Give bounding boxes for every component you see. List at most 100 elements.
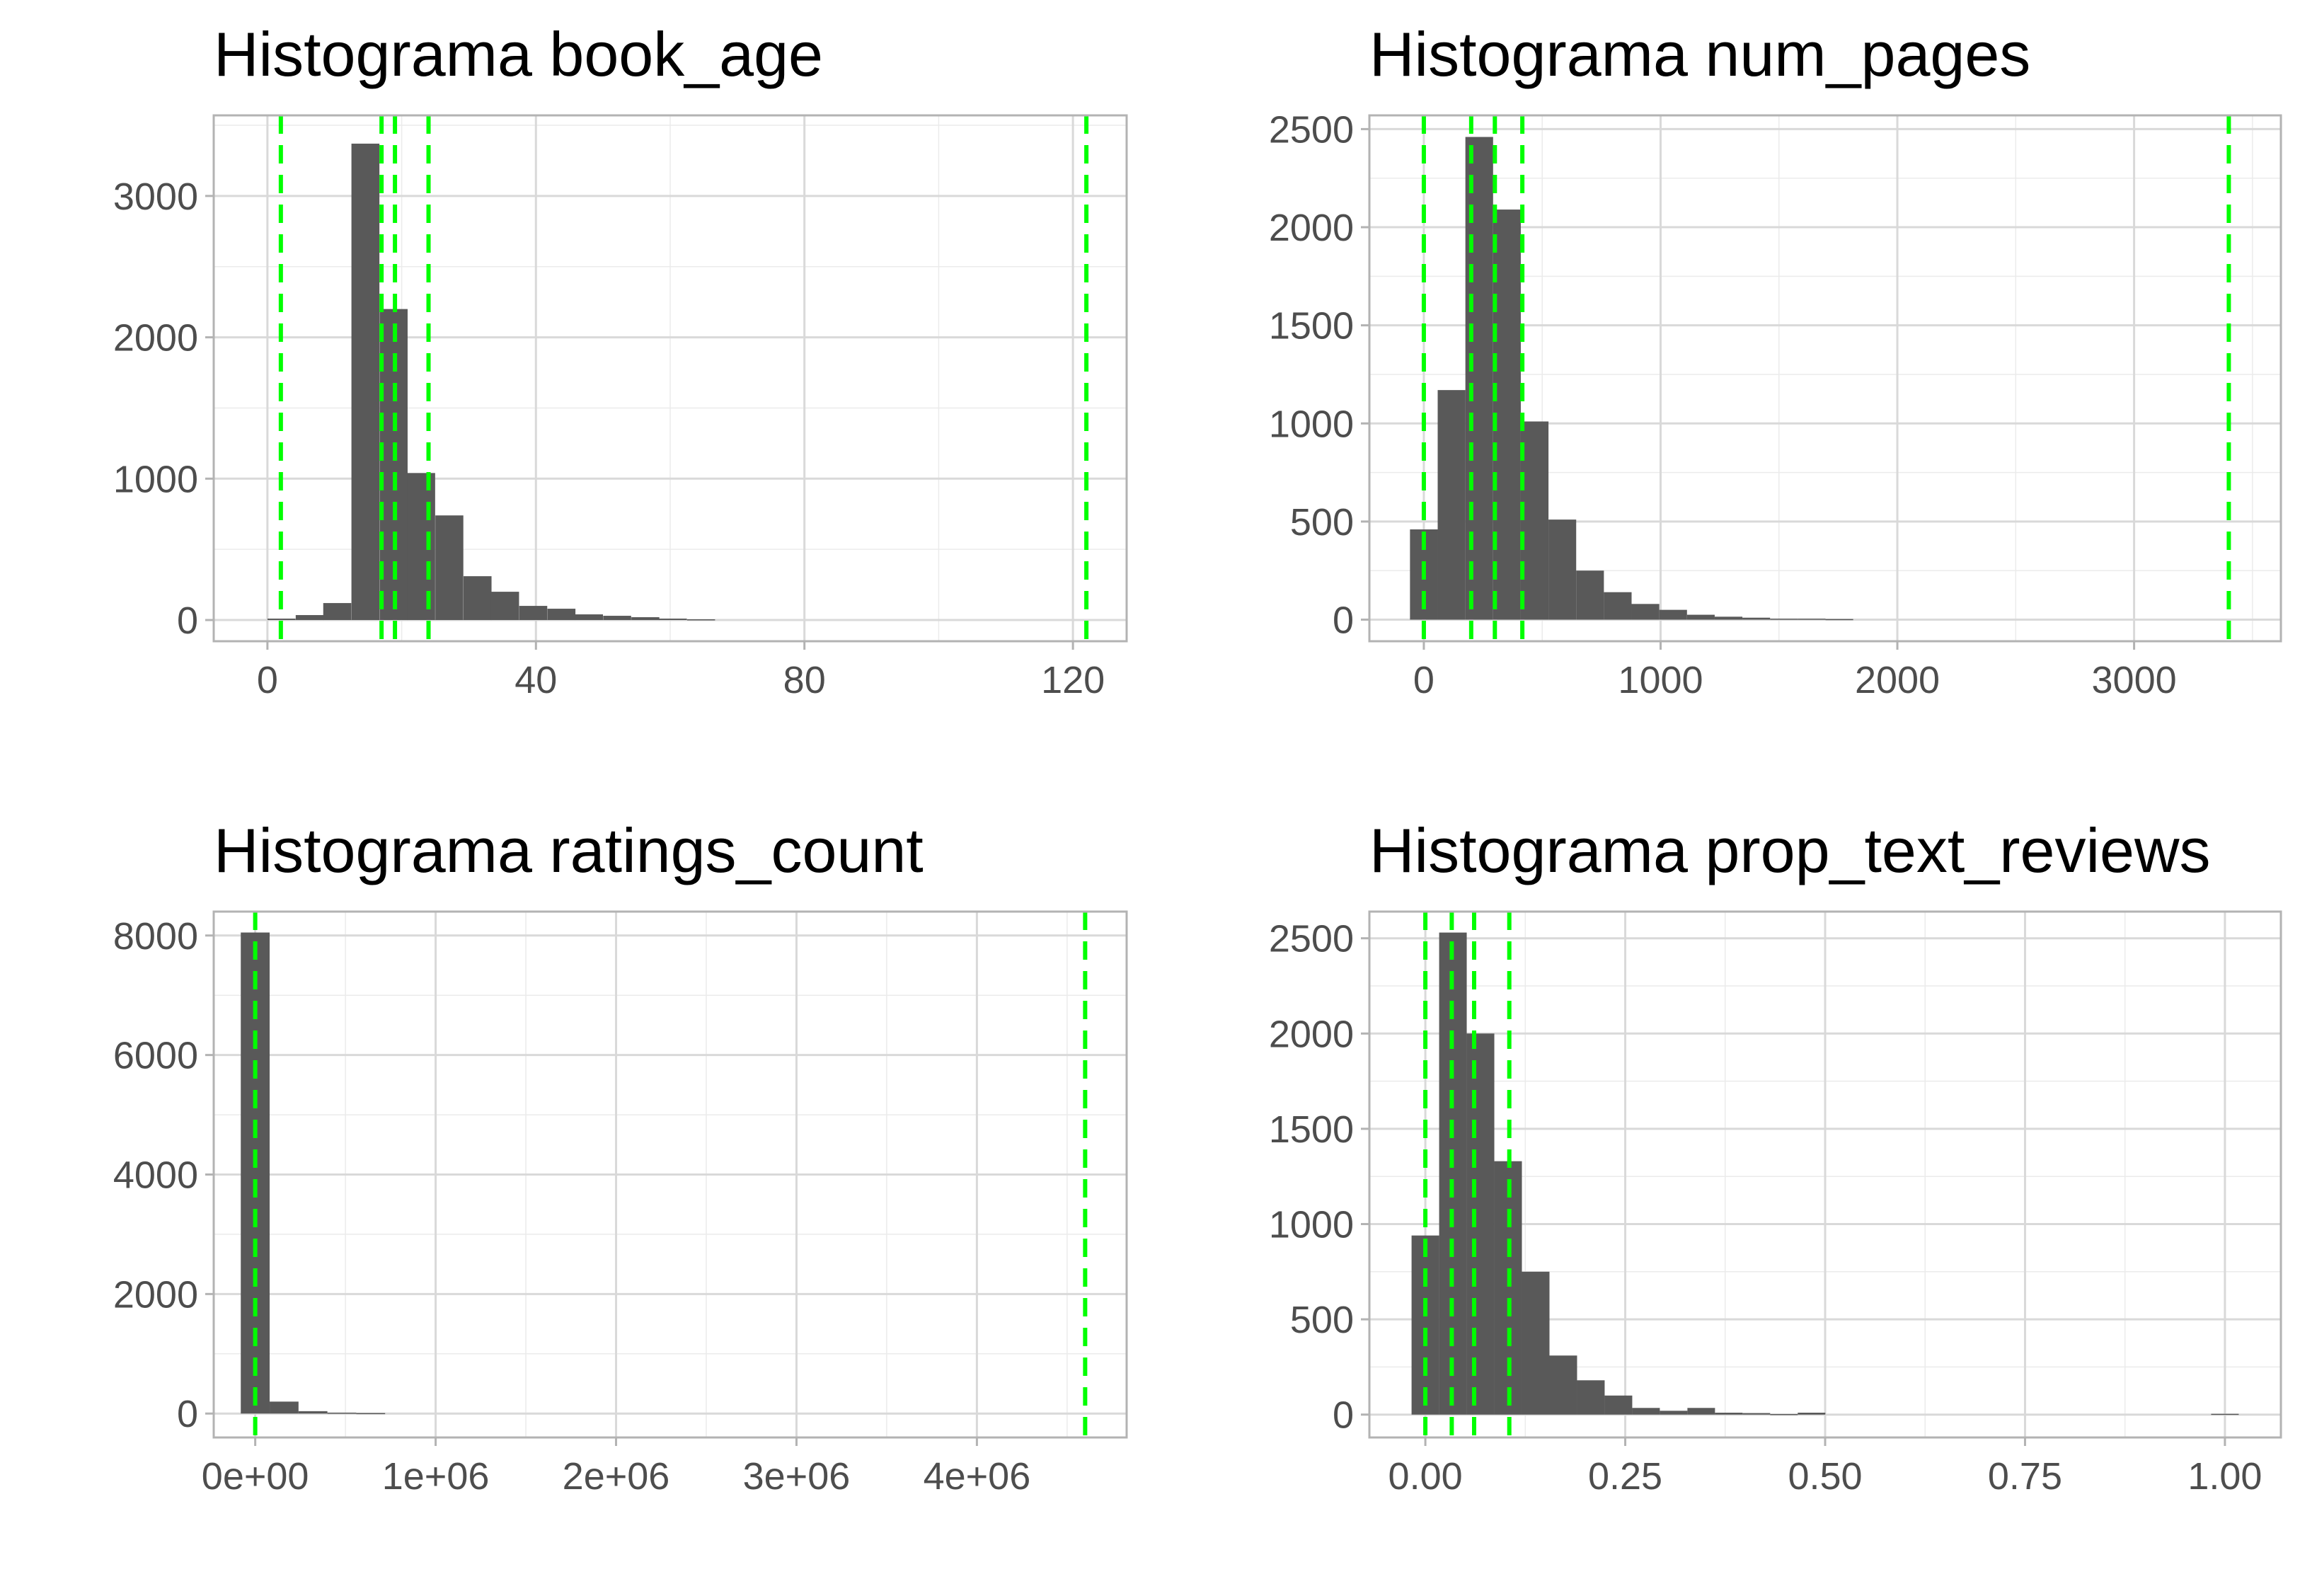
y-tick-label: 1000	[113, 458, 198, 500]
histogram-bar	[686, 619, 715, 621]
histogram-bar	[435, 515, 464, 621]
y-tick-label: 1000	[1269, 403, 1354, 445]
histogram-bar	[1686, 614, 1715, 620]
histogram-bar	[1798, 1413, 1826, 1415]
chart-title: Histograma ratings_count	[214, 815, 924, 885]
histogram-bar	[1604, 1395, 1633, 1415]
histogram-bar	[1825, 619, 1853, 621]
chart-title: Histograma num_pages	[1369, 19, 2030, 89]
histogram-bar	[1798, 619, 1826, 620]
histogram-bar	[1522, 1271, 1550, 1415]
y-tick-label: 0	[177, 1393, 198, 1435]
histogram-bar	[1632, 1408, 1660, 1415]
histogram-book-age: Histograma book_age 0 40 80 120 0 1000 2000 3000	[113, 19, 1128, 701]
plot-frame	[1368, 114, 2282, 643]
histogram-bar	[295, 615, 324, 621]
histogram-bar	[463, 576, 492, 621]
histogram-bar	[659, 619, 687, 621]
histogram-bar	[1714, 616, 1743, 620]
x-tick-label: 0	[1413, 659, 1434, 701]
histogram-bar	[1659, 609, 1687, 620]
y-tick-label: 2500	[1269, 108, 1354, 151]
histogram-bar	[1770, 619, 1798, 620]
histogram-bar	[603, 616, 631, 621]
y-tick-label: 1000	[1269, 1203, 1354, 1246]
y-tick-label: 500	[1290, 501, 1354, 544]
x-tick-label: 0	[257, 659, 278, 701]
y-tick-label: 0	[177, 599, 198, 642]
y-tick-label: 500	[1290, 1299, 1354, 1341]
histogram-bar	[1631, 604, 1660, 620]
y-tick-label: 6000	[113, 1035, 198, 1077]
x-tick-label: 0e+00	[202, 1455, 309, 1498]
y-tick-label: 4000	[113, 1154, 198, 1197]
y-tick-label: 0	[1333, 599, 1354, 642]
y-tick-label: 0	[1333, 1394, 1354, 1437]
x-tick-label: 2000	[1855, 659, 1940, 701]
x-tick-label: 0.75	[1988, 1455, 2062, 1498]
histogram-bar	[351, 143, 380, 621]
histogram-bar	[270, 1401, 299, 1414]
histogram-num-pages: Histograma num_pages 0 1000 2000 3000 0 500 100…	[1269, 19, 2282, 701]
histogram-bar	[490, 592, 519, 621]
histogram-bar	[575, 614, 604, 621]
y-tick-label: 2000	[1269, 207, 1354, 249]
histogram-bar	[1742, 1413, 1771, 1415]
histogram-bar	[1520, 421, 1549, 620]
x-tick-label: 1.00	[2187, 1455, 2262, 1498]
x-tick-label: 0.00	[1388, 1455, 1463, 1498]
histogram-bar	[327, 1412, 357, 1414]
y-tick-label: 2000	[1269, 1013, 1354, 1055]
histogram-bar	[1437, 390, 1466, 620]
x-tick-label: 1000	[1618, 659, 1703, 701]
histogram-bar	[1715, 1413, 1743, 1415]
histogram-bar	[1687, 1408, 1715, 1415]
x-tick-label: 4e+06	[924, 1455, 1031, 1498]
x-tick-label: 3000	[2092, 659, 2177, 701]
histogram-bar	[1770, 1413, 1798, 1416]
histogram-bar	[2211, 1413, 2239, 1416]
histogram-bar	[1576, 570, 1604, 620]
histogram-panel-1: Histograma book_age 0 40 80 120 0 1000 2000 3000	[0, 0, 1150, 796]
histogram-bar	[1548, 519, 1577, 620]
x-tick-label: 0.50	[1788, 1455, 1862, 1498]
x-tick-label: 0.25	[1588, 1455, 1662, 1498]
histogram-bar	[1466, 1033, 1495, 1415]
x-tick-label: 120	[1041, 659, 1105, 701]
y-tick-label: 2000	[113, 317, 198, 360]
chart-title: Histograma book_age	[214, 19, 823, 89]
histogram-bar	[323, 603, 352, 621]
histogram-bar	[1577, 1380, 1605, 1415]
x-tick-label: 40	[514, 659, 557, 701]
histogram-bar	[1493, 209, 1521, 620]
histogram-ratings-count: Histograma ratings_count 0e+00 1e+06 2e+06 3…	[113, 815, 1128, 1498]
histogram-bar	[1742, 617, 1771, 620]
histogram-bar	[1660, 1411, 1688, 1415]
histogram-bar	[1411, 1235, 1439, 1415]
histogram-bar	[519, 606, 548, 621]
histogram-panel-4: Histograma prop_text_reviews 0.00 0.25 0.50…	[1150, 796, 2300, 1592]
y-tick-label: 2000	[113, 1273, 198, 1316]
histogram-bar	[407, 473, 435, 621]
y-tick-label: 3000	[113, 176, 198, 218]
histogram-panel-2: Histograma num_pages 0 1000 2000 3000 0 500 100…	[1150, 0, 2300, 796]
histogram-bar	[631, 617, 660, 621]
histogram-bar	[1494, 1161, 1522, 1415]
histogram-prop-text-reviews: Histograma prop_text_reviews 0.00 0.25 0.50…	[1269, 815, 2282, 1498]
histogram-bar	[1549, 1355, 1577, 1415]
x-tick-label: 80	[783, 659, 826, 701]
histogram-bar	[356, 1413, 386, 1415]
plot-frame	[212, 114, 1128, 643]
x-tick-label: 1e+06	[382, 1455, 490, 1498]
histogram-bar	[1604, 592, 1632, 620]
x-tick-label: 2e+06	[563, 1455, 670, 1498]
histogram-panel-3: Histograma ratings_count 0e+00 1e+06 2e+06 3…	[0, 796, 1150, 1592]
histogram-bar	[547, 609, 576, 621]
histogram-bar	[268, 619, 296, 621]
y-tick-label: 1500	[1269, 1108, 1354, 1151]
y-tick-label: 1500	[1269, 305, 1354, 348]
chart-title: Histograma prop_text_reviews	[1369, 815, 2211, 885]
y-tick-label: 8000	[113, 915, 198, 958]
histogram-bar	[298, 1411, 328, 1414]
y-tick-label: 2500	[1269, 918, 1354, 960]
